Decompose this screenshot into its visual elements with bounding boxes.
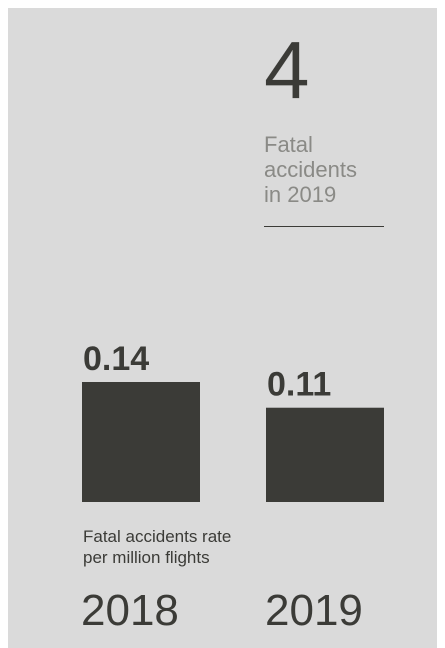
infographic-panel: 4 Fatal accidents in 2019 0.14 2018 0.11 20… bbox=[8, 8, 437, 648]
value-label-2019: 0.11 bbox=[267, 366, 331, 404]
fatal-accidents-label-line-2: accidents bbox=[264, 157, 357, 182]
bar-2019 bbox=[266, 407, 384, 502]
bars-layer: 0.14 2018 0.11 2019 bbox=[81, 340, 384, 635]
value-label-2018: 0.14 bbox=[83, 340, 149, 378]
accident-rate-bar-chart: 0.14 2018 0.11 2019 bbox=[81, 340, 384, 635]
chart-caption-line-1: Fatal accidents rate bbox=[83, 527, 232, 546]
chart-caption-line-2: per million flights bbox=[83, 548, 210, 567]
bar-2018 bbox=[82, 382, 200, 502]
category-label-2019: 2019 bbox=[265, 586, 363, 635]
category-label-2018: 2018 bbox=[81, 586, 179, 635]
fatal-accidents-label-line-1: Fatal bbox=[264, 132, 313, 157]
fatal-accidents-label: Fatal accidents in 2019 bbox=[264, 132, 404, 207]
fatal-accidents-count: 4 bbox=[264, 25, 310, 116]
chart-caption: Fatal accidents rate per million flights bbox=[83, 526, 231, 568]
fatal-accidents-label-line-3: in 2019 bbox=[264, 182, 337, 207]
divider-rule bbox=[264, 226, 384, 227]
